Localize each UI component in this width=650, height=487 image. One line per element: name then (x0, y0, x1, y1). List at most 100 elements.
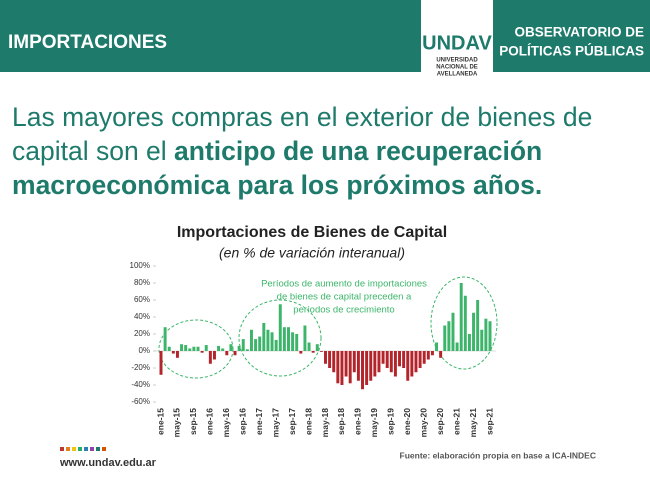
headline: Las mayores compras en el exterior de bi… (12, 100, 644, 202)
bar (200, 351, 204, 353)
y-tick-label: 40% (134, 312, 150, 321)
bar (472, 312, 476, 351)
bar (418, 351, 422, 368)
bar (332, 351, 336, 373)
bar (295, 334, 299, 351)
x-tick-label: ene-18 (303, 408, 313, 435)
x-tick-label: may-17 (270, 408, 280, 438)
organization: POLÍTICAS PÚBLICAS (499, 44, 644, 59)
bar (319, 351, 323, 352)
bar (430, 351, 434, 356)
annotation: de bienes de capital preceden a (277, 292, 412, 303)
bar (163, 327, 167, 351)
bar (254, 339, 258, 351)
bar (188, 348, 192, 351)
logo-line: NACIONAL DE (436, 65, 478, 71)
bar (175, 351, 179, 358)
x-tick-label: sep-20 (435, 408, 445, 435)
bar (393, 351, 397, 377)
bar (365, 351, 369, 385)
y-tick-label: 100% (130, 261, 150, 270)
bar (402, 351, 406, 368)
chart-subtitle: (en % de variación interanual) (219, 245, 405, 261)
source: Fuente: elaboración propia en base a ICA… (400, 450, 596, 460)
bar (476, 300, 480, 351)
bar (410, 351, 414, 377)
highlight-ellipse (430, 276, 498, 370)
bar (192, 346, 196, 351)
bar (307, 342, 311, 351)
bar (262, 322, 266, 351)
bar (274, 339, 278, 351)
bar (439, 351, 443, 358)
chart-title: Importaciones de Bienes de Capital (177, 224, 447, 241)
x-tick-label: ene-19 (353, 408, 363, 435)
y-tick-label: 0% (138, 346, 150, 355)
bar (377, 351, 381, 373)
bar (212, 351, 216, 360)
headline-regular: Las mayores compras en el exterior de bi… (12, 102, 593, 166)
bar (344, 351, 348, 377)
bar (336, 351, 340, 384)
bar (455, 342, 459, 351)
bar (196, 346, 200, 351)
bar (311, 351, 315, 353)
bar (328, 351, 332, 368)
bar (324, 351, 327, 364)
logo-line: AVELLANEDA (437, 72, 478, 78)
logo: UNDAV (422, 32, 492, 54)
bar (340, 351, 344, 385)
bar (180, 344, 184, 351)
bar (270, 332, 274, 351)
bar (245, 349, 249, 351)
logo-dots (60, 447, 106, 451)
bar (443, 325, 447, 351)
x-tick-label: sep-21 (484, 408, 494, 435)
y-tick-label: -20% (131, 363, 150, 372)
bar (171, 351, 175, 354)
bar (467, 334, 471, 351)
bar (361, 351, 364, 390)
x-tick-label: may-19 (369, 408, 379, 438)
bar (303, 325, 307, 351)
x-tick-label: ene-21 (451, 408, 461, 435)
bar (204, 345, 208, 351)
bar (237, 345, 241, 351)
bar (282, 327, 286, 351)
highlight-ellipse (238, 299, 322, 377)
y-tick-label: -40% (131, 380, 150, 389)
bar (381, 351, 385, 364)
x-tick-label: sep-16 (238, 408, 248, 435)
logo-line: UNIVERSIDAD (436, 58, 478, 64)
bar (447, 321, 451, 351)
bar (356, 351, 360, 381)
bar (233, 351, 237, 356)
bar (287, 327, 290, 351)
bar (426, 351, 430, 360)
header-bar (0, 0, 650, 72)
y-tick-label: 60% (134, 295, 150, 304)
x-tick-label: may-18 (320, 408, 330, 438)
bar (258, 336, 262, 351)
bar (159, 351, 163, 375)
bar (451, 312, 455, 351)
bar (369, 351, 373, 381)
bar (480, 329, 484, 351)
bar (422, 351, 426, 364)
bar (385, 351, 389, 368)
x-tick-label: may-16 (221, 408, 231, 438)
y-tick-label: 80% (134, 278, 150, 287)
x-tick-label: sep-17 (287, 408, 297, 435)
organization: OBSERVATORIO DE (514, 25, 644, 40)
annotation: Períodos de aumento de importaciones (261, 279, 427, 290)
bar (373, 351, 377, 377)
bar (221, 348, 225, 351)
bar (484, 318, 488, 351)
bar (266, 329, 270, 351)
x-tick-label: ene-17 (254, 408, 264, 435)
x-tick-label: may-15 (172, 408, 182, 438)
x-tick-label: sep-15 (188, 408, 198, 435)
bar (229, 344, 233, 351)
